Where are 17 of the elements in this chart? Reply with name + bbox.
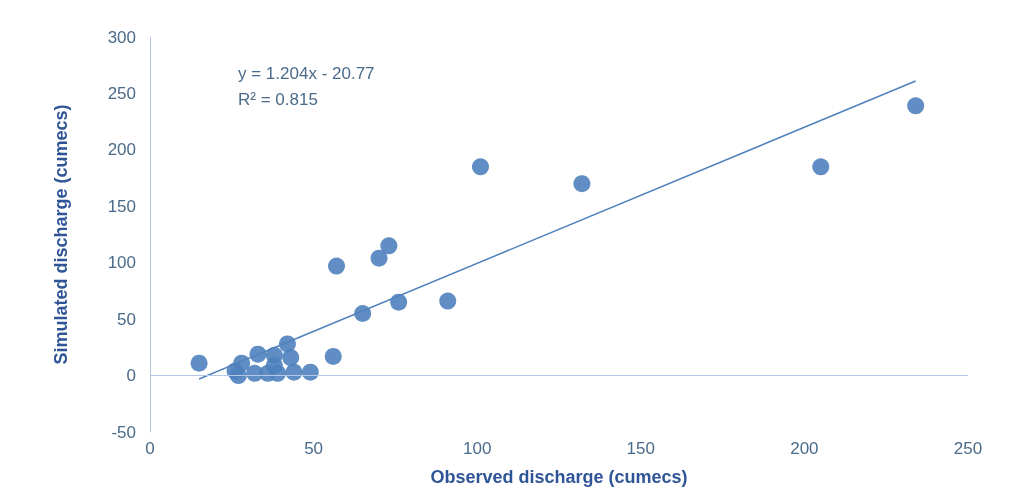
y-tick-label: 300 — [107, 27, 136, 47]
y-tick-label: 50 — [117, 309, 136, 329]
y-tick-label: 150 — [107, 196, 136, 216]
y-tick-label: 0 — [126, 366, 136, 386]
x-tick-label: 50 — [304, 439, 324, 458]
y-tick-label: -50 — [111, 422, 136, 442]
x-tick-label: 100 — [463, 439, 492, 458]
x-tick-label: 0 — [145, 439, 155, 458]
y-tick-label: 200 — [107, 140, 136, 160]
y-axis-title: Simulated discharge (cumecs) — [51, 104, 71, 365]
x-tick-label: 200 — [790, 439, 819, 458]
y-tick-label: 250 — [107, 83, 136, 103]
y-tick-label: 100 — [107, 253, 136, 273]
x-tick-label: 250 — [953, 439, 983, 458]
annotation: y = 1.204x - 20.77 R² = 0.815 — [238, 63, 375, 109]
x-axis-title: Observed discharge (cumecs) — [430, 467, 688, 487]
x-tick-label: 150 — [626, 439, 655, 458]
